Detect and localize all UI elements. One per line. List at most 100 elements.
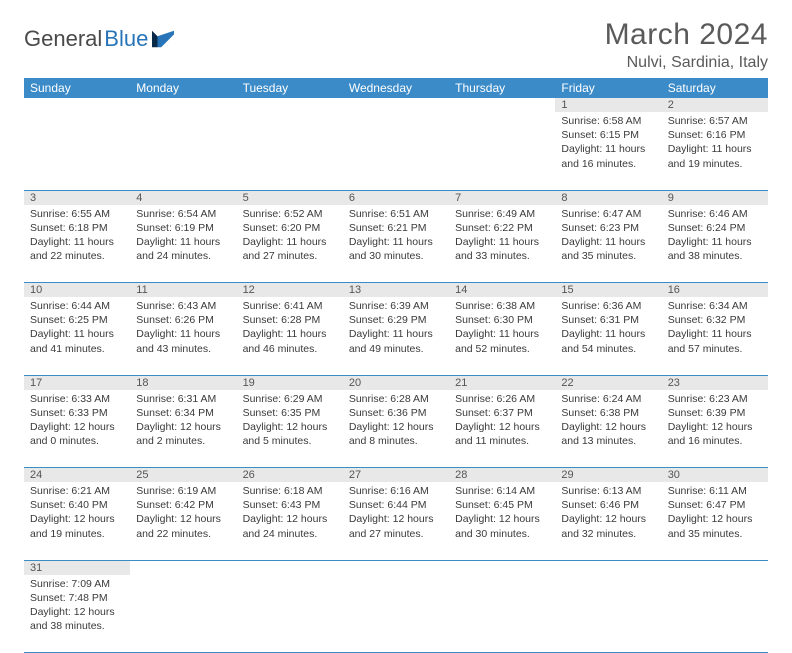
day-cell: Sunrise: 6:46 AMSunset: 6:24 PMDaylight:… — [662, 205, 768, 283]
sunset-text: Sunset: 6:46 PM — [561, 498, 655, 512]
sunset-text: Sunset: 6:28 PM — [243, 313, 337, 327]
daylight-text: Daylight: 12 hours and 30 minutes. — [455, 512, 549, 540]
day-number-cell: 14 — [449, 283, 555, 298]
daylight-text: Daylight: 12 hours and 0 minutes. — [30, 420, 124, 448]
sunrise-text: Sunrise: 6:31 AM — [136, 392, 230, 406]
sunrise-text: Sunrise: 6:47 AM — [561, 207, 655, 221]
day-number-cell: 31 — [24, 560, 130, 575]
sunset-text: Sunset: 6:34 PM — [136, 406, 230, 420]
sunrise-text: Sunrise: 6:55 AM — [30, 207, 124, 221]
day-cell — [449, 575, 555, 653]
day-cell — [449, 112, 555, 190]
week-row: Sunrise: 6:55 AMSunset: 6:18 PMDaylight:… — [24, 205, 768, 283]
day-cell: Sunrise: 6:43 AMSunset: 6:26 PMDaylight:… — [130, 297, 236, 375]
day-number-cell: 30 — [662, 468, 768, 483]
day-number-cell — [449, 98, 555, 112]
sunset-text: Sunset: 6:35 PM — [243, 406, 337, 420]
weekday-header: Thursday — [449, 78, 555, 98]
weekday-header: Sunday — [24, 78, 130, 98]
daylight-text: Daylight: 11 hours and 57 minutes. — [668, 327, 762, 355]
day-number-cell: 3 — [24, 190, 130, 205]
day-number-cell — [343, 560, 449, 575]
title-block: March 2024 Nulvi, Sardinia, Italy — [605, 18, 768, 72]
weekday-header: Friday — [555, 78, 661, 98]
sunset-text: Sunset: 6:20 PM — [243, 221, 337, 235]
sunrise-text: Sunrise: 6:34 AM — [668, 299, 762, 313]
brand-logo: GeneralBlue — [24, 18, 174, 52]
daylight-text: Daylight: 11 hours and 22 minutes. — [30, 235, 124, 263]
day-number-cell: 15 — [555, 283, 661, 298]
daylight-text: Daylight: 11 hours and 24 minutes. — [136, 235, 230, 263]
sunset-text: Sunset: 7:48 PM — [30, 591, 124, 605]
weekday-header-row: Sunday Monday Tuesday Wednesday Thursday… — [24, 78, 768, 98]
weekday-header: Tuesday — [237, 78, 343, 98]
sunrise-text: Sunrise: 6:33 AM — [30, 392, 124, 406]
sunset-text: Sunset: 6:47 PM — [668, 498, 762, 512]
sunset-text: Sunset: 6:37 PM — [455, 406, 549, 420]
sunset-text: Sunset: 6:19 PM — [136, 221, 230, 235]
day-number-cell: 20 — [343, 375, 449, 390]
daylight-text: Daylight: 12 hours and 11 minutes. — [455, 420, 549, 448]
daylight-text: Daylight: 12 hours and 35 minutes. — [668, 512, 762, 540]
day-cell — [24, 112, 130, 190]
daylight-text: Daylight: 11 hours and 46 minutes. — [243, 327, 337, 355]
day-number-cell: 6 — [343, 190, 449, 205]
sunrise-text: Sunrise: 6:19 AM — [136, 484, 230, 498]
day-number-cell — [555, 560, 661, 575]
day-cell: Sunrise: 6:47 AMSunset: 6:23 PMDaylight:… — [555, 205, 661, 283]
day-cell: Sunrise: 6:13 AMSunset: 6:46 PMDaylight:… — [555, 482, 661, 560]
day-cell — [130, 112, 236, 190]
sunset-text: Sunset: 6:45 PM — [455, 498, 549, 512]
sunrise-text: Sunrise: 6:18 AM — [243, 484, 337, 498]
day-number-cell: 29 — [555, 468, 661, 483]
day-cell: Sunrise: 6:34 AMSunset: 6:32 PMDaylight:… — [662, 297, 768, 375]
sunrise-text: Sunrise: 6:24 AM — [561, 392, 655, 406]
sunrise-text: Sunrise: 6:54 AM — [136, 207, 230, 221]
day-cell: Sunrise: 6:28 AMSunset: 6:36 PMDaylight:… — [343, 390, 449, 468]
sunrise-text: Sunrise: 6:49 AM — [455, 207, 549, 221]
day-cell: Sunrise: 6:29 AMSunset: 6:35 PMDaylight:… — [237, 390, 343, 468]
sunset-text: Sunset: 6:22 PM — [455, 221, 549, 235]
daylight-text: Daylight: 12 hours and 16 minutes. — [668, 420, 762, 448]
day-cell — [343, 575, 449, 653]
sunset-text: Sunset: 6:24 PM — [668, 221, 762, 235]
daylight-text: Daylight: 11 hours and 52 minutes. — [455, 327, 549, 355]
day-number-cell: 13 — [343, 283, 449, 298]
sunset-text: Sunset: 6:29 PM — [349, 313, 443, 327]
daylight-text: Daylight: 12 hours and 22 minutes. — [136, 512, 230, 540]
day-cell: Sunrise: 6:33 AMSunset: 6:33 PMDaylight:… — [24, 390, 130, 468]
day-number-cell: 25 — [130, 468, 236, 483]
daylight-text: Daylight: 11 hours and 27 minutes. — [243, 235, 337, 263]
daylight-text: Daylight: 12 hours and 2 minutes. — [136, 420, 230, 448]
day-number-cell: 7 — [449, 190, 555, 205]
day-cell: Sunrise: 6:44 AMSunset: 6:25 PMDaylight:… — [24, 297, 130, 375]
sunrise-text: Sunrise: 6:28 AM — [349, 392, 443, 406]
sunset-text: Sunset: 6:42 PM — [136, 498, 230, 512]
day-number-cell — [343, 98, 449, 112]
day-number-cell — [24, 98, 130, 112]
day-number-cell: 11 — [130, 283, 236, 298]
daylight-text: Daylight: 12 hours and 19 minutes. — [30, 512, 124, 540]
day-number-cell: 26 — [237, 468, 343, 483]
day-number-cell — [662, 560, 768, 575]
day-number-cell: 16 — [662, 283, 768, 298]
day-cell — [237, 575, 343, 653]
day-cell: Sunrise: 6:36 AMSunset: 6:31 PMDaylight:… — [555, 297, 661, 375]
daylight-text: Daylight: 12 hours and 24 minutes. — [243, 512, 337, 540]
daylight-text: Daylight: 11 hours and 43 minutes. — [136, 327, 230, 355]
sunset-text: Sunset: 6:44 PM — [349, 498, 443, 512]
day-number-cell: 23 — [662, 375, 768, 390]
day-cell — [237, 112, 343, 190]
day-number-cell — [449, 560, 555, 575]
day-cell: Sunrise: 6:19 AMSunset: 6:42 PMDaylight:… — [130, 482, 236, 560]
day-number-cell: 22 — [555, 375, 661, 390]
day-cell: Sunrise: 6:21 AMSunset: 6:40 PMDaylight:… — [24, 482, 130, 560]
daylight-text: Daylight: 11 hours and 49 minutes. — [349, 327, 443, 355]
day-number-cell: 27 — [343, 468, 449, 483]
daylight-text: Daylight: 12 hours and 13 minutes. — [561, 420, 655, 448]
sunrise-text: Sunrise: 6:52 AM — [243, 207, 337, 221]
calendar-table: Sunday Monday Tuesday Wednesday Thursday… — [24, 78, 768, 653]
sunset-text: Sunset: 6:33 PM — [30, 406, 124, 420]
day-number-cell: 19 — [237, 375, 343, 390]
day-number-cell — [237, 560, 343, 575]
